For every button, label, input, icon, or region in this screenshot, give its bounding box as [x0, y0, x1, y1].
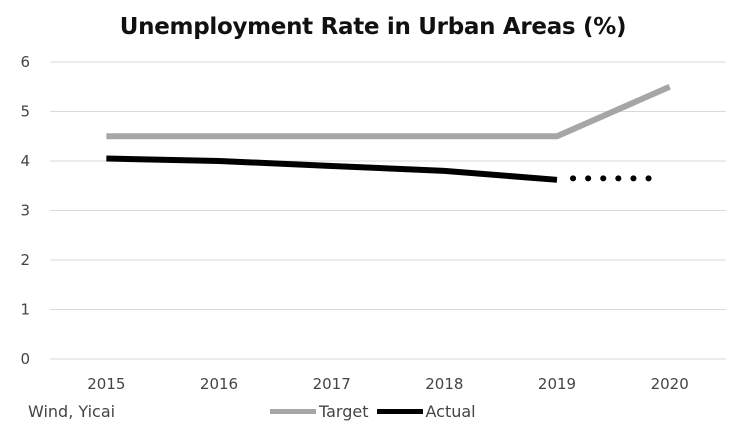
legend-swatch-target	[270, 409, 316, 414]
legend-swatch-actual	[376, 409, 423, 414]
legend-label-target: Target	[319, 402, 369, 421]
x-tick-label: 2017	[313, 375, 351, 393]
legend-item-actual: Actual	[376, 402, 476, 421]
y-tick-label: 2	[20, 251, 30, 269]
y-tick-label: 3	[20, 202, 30, 220]
legend-label-actual: Actual	[425, 402, 476, 421]
x-tick-label: 2018	[425, 375, 463, 393]
y-tick-label: 6	[20, 53, 30, 71]
y-tick-label: 4	[20, 152, 30, 170]
y-tick-label: 1	[20, 301, 30, 319]
series-line-actual	[106, 155, 558, 183]
x-tick-label: 2015	[87, 375, 125, 393]
chart-title: Unemployment Rate in Urban Areas (%)	[119, 14, 627, 40]
series-line-target	[106, 84, 671, 140]
legend-item-target: Target	[270, 402, 369, 421]
y-axis-tick-labels: 0 1 2 3 4 5 6	[20, 53, 30, 368]
legend: Target Actual	[270, 402, 484, 421]
y-tick-label: 5	[20, 103, 30, 121]
x-tick-label: 2016	[200, 375, 238, 393]
x-tick-label: 2020	[651, 375, 689, 393]
x-axis-tick-labels: 2015 2016 2017 2018 2019 2020	[87, 375, 689, 393]
source-note: Wind, Yicai	[28, 402, 116, 421]
x-tick-label: 2019	[538, 375, 576, 393]
series-lines	[106, 84, 671, 183]
y-tick-label: 0	[20, 350, 30, 368]
